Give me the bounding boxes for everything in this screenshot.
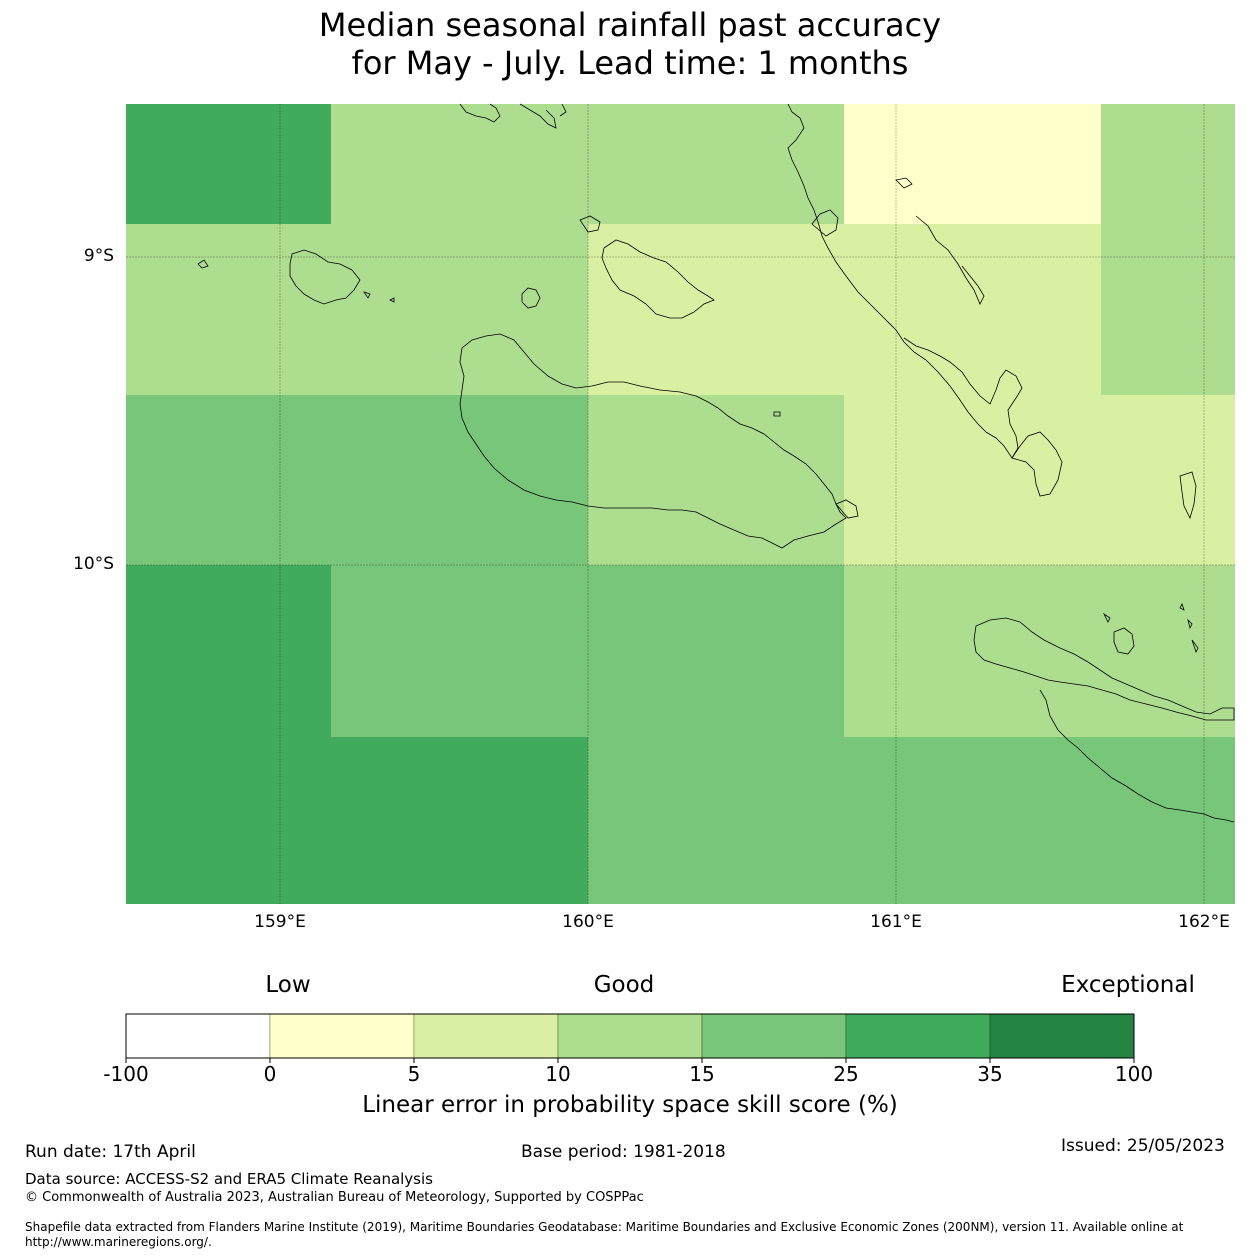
colorbar-tick: 35: [977, 1062, 1003, 1086]
grid-cell: [126, 737, 331, 904]
colorbar-segment: [125, 1013, 271, 1059]
grid-cell: [1101, 565, 1235, 737]
coastline-santa-isabel-north: [811, 177, 985, 305]
grid-cell: [588, 565, 844, 737]
coastline-russell-islands: [289, 249, 361, 305]
coastline-makira: [973, 617, 1235, 721]
grid-cell: [588, 224, 844, 395]
skill-grid: [126, 104, 1235, 904]
graticule: [126, 104, 1235, 904]
colorbar-tick: 25: [833, 1062, 859, 1086]
coastline-florida-west: [579, 215, 601, 233]
grid-cell: [331, 395, 588, 565]
colorbar-segment: [701, 1013, 847, 1059]
colorbar-tick: 5: [407, 1062, 421, 1086]
grid-cell: [1101, 737, 1235, 904]
colorbar-tick: 10: [545, 1062, 571, 1086]
grid-cell: [126, 104, 331, 224]
coastline-guadalcanal: [459, 333, 847, 549]
grid-cell: [331, 224, 588, 395]
run-date: Run date: 17th April: [25, 1142, 196, 1162]
colorbar-heading-low: Low: [265, 972, 311, 998]
colorbar-tick: -100: [103, 1062, 149, 1086]
lon-label-159e: 159°E: [254, 912, 306, 932]
grid-cell: [844, 104, 1101, 224]
lat-label-10s: 10°S: [73, 554, 114, 574]
data-source: Data source: ACCESS-S2 and ERA5 Climate …: [25, 1170, 433, 1188]
copyright: © Commonwealth of Australia 2023, Austra…: [25, 1190, 644, 1205]
colorbar-label: Linear error in probability space skill …: [362, 1092, 898, 1118]
grid-cell: [844, 737, 1101, 904]
colorbar-segment: [557, 1013, 703, 1059]
title-line-1: Median seasonal rainfall past accuracy: [318, 6, 942, 44]
colorbar-segment: [269, 1013, 415, 1059]
chart-title: Median seasonal rainfall past accuracy f…: [0, 6, 1260, 82]
lon-label-160e: 160°E: [562, 912, 614, 932]
colorbar-heading-exceptional: Exceptional: [1061, 972, 1195, 998]
lon-label-161e: 161°E: [870, 912, 922, 932]
base-period: Base period: 1981-2018: [521, 1142, 726, 1162]
grid-cell: [331, 565, 588, 737]
grid-cell: [844, 565, 1101, 737]
grid-cell: [844, 395, 1101, 565]
grid-cell: [588, 395, 844, 565]
coastline-malaita-islet: [1179, 471, 1197, 520]
coastline-guadalcanal-tip: [835, 499, 859, 519]
colorbar-tick: 100: [1114, 1062, 1154, 1086]
grid-cell: [588, 104, 844, 224]
coastline-makira-south: [1039, 689, 1235, 823]
colorbar-segment: [989, 1013, 1135, 1059]
coastline-russell-small: [197, 259, 395, 303]
coastlines: [197, 103, 1235, 823]
coastline-savo: [521, 287, 541, 309]
coastline-santa-isabel-south: [1011, 431, 1063, 497]
grid-cell: [126, 565, 331, 737]
colorbar-segment: [845, 1013, 991, 1059]
colorbar-heading-good: Good: [593, 972, 655, 998]
coastline-new-georgia: [459, 103, 567, 129]
grid-cell: [126, 395, 331, 565]
lat-label-9s: 9°S: [83, 246, 114, 266]
grid-cell: [588, 737, 844, 904]
grid-cell: [331, 737, 588, 904]
title-line-2: for May - July. Lead time: 1 months: [351, 44, 909, 82]
colorbar-segment: [413, 1013, 559, 1059]
coastline-santa-isabel: [787, 103, 1023, 459]
grid-cell: [126, 224, 331, 395]
coastline-florida-islands: [601, 239, 715, 319]
lon-label-162e: 162°E: [1178, 912, 1230, 932]
grid-cell: [1101, 395, 1235, 565]
grid-cell: [1101, 224, 1235, 395]
grid-cell: [331, 104, 588, 224]
coastline-islet-1: [773, 411, 781, 417]
shapefile-credit: Shapefile data extracted from Flanders M…: [25, 1220, 1184, 1249]
colorbar: [125, 1013, 1135, 1063]
issued-date: Issued: 25/05/2023: [1061, 1136, 1225, 1156]
colorbar-outline: [125, 1013, 1135, 1059]
coastline-ulawa: [1102, 602, 1199, 655]
colorbar-tick: 0: [263, 1062, 277, 1086]
grid-cell: [844, 224, 1101, 395]
colorbar-tick: 15: [689, 1062, 715, 1086]
grid-cell: [1101, 104, 1235, 224]
